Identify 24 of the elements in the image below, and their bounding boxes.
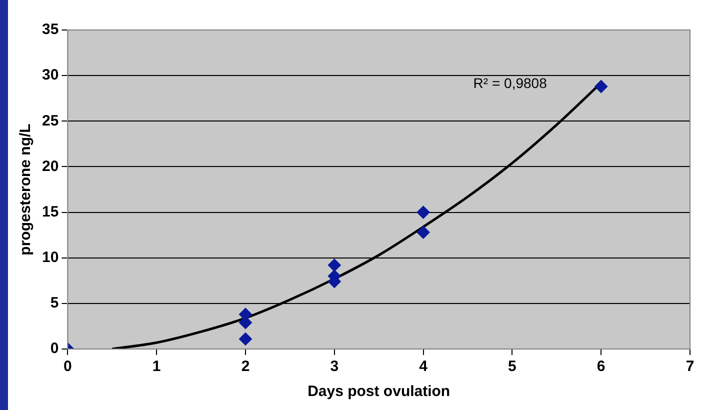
point — [416, 206, 430, 219]
x-tick-label: 1 — [152, 358, 161, 376]
x-tick-label: 2 — [241, 358, 250, 376]
x-tick-label: 6 — [596, 358, 606, 376]
y-tick-label: 10 — [42, 249, 59, 266]
y-axis-title: progesterone ng/L — [17, 124, 34, 256]
x-axis-title: Days post ovulation — [308, 383, 450, 400]
y-tick-label: 5 — [50, 294, 59, 312]
point — [416, 226, 430, 239]
x-tick-label: 3 — [330, 358, 339, 376]
point — [328, 258, 341, 272]
x-tick-label: 0 — [64, 358, 72, 376]
point — [594, 80, 608, 94]
x-tick-label: 4 — [419, 358, 428, 376]
point — [238, 332, 252, 346]
annotation: R² = 0,9808 — [473, 75, 548, 92]
y-tick-label: 35 — [42, 21, 59, 38]
y-tick-label: 25 — [42, 112, 59, 130]
y-tick-label: 30 — [42, 66, 59, 84]
x-tick-label: 5 — [508, 358, 516, 376]
y-tick-label: 20 — [42, 158, 59, 175]
x-tick-label: 7 — [686, 358, 694, 376]
y-tick-label: 15 — [42, 203, 59, 220]
y-tick-label: 0 — [50, 340, 59, 358]
